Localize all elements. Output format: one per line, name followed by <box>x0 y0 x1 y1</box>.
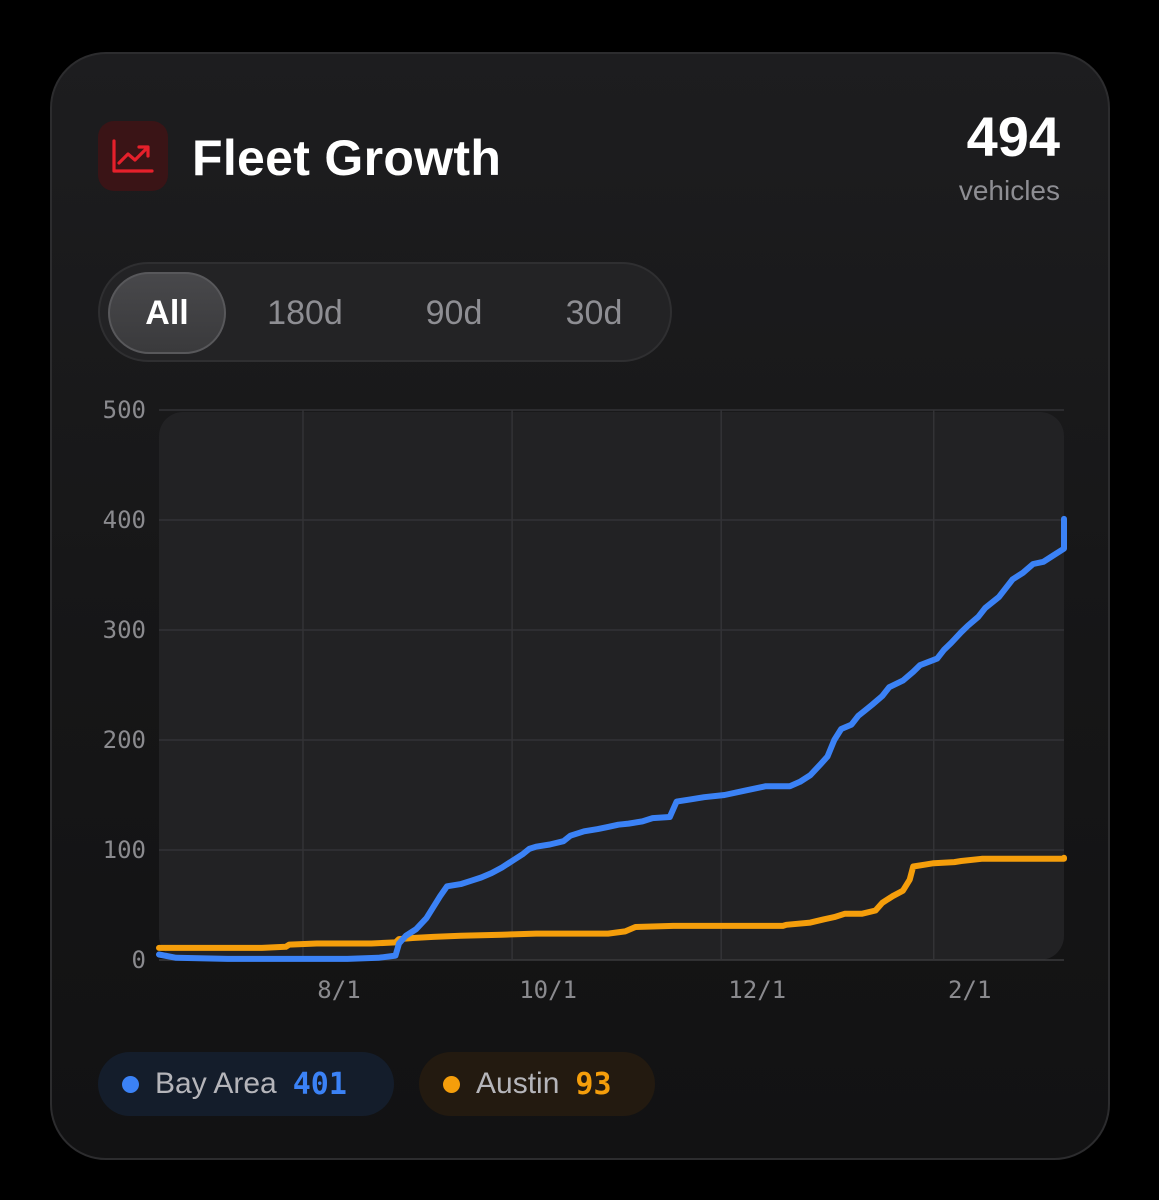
total-value: 494 <box>966 105 1060 168</box>
total-count: 494 vehicles <box>959 106 1060 208</box>
legend-austin-value: 93 <box>575 1066 612 1102</box>
legend-bay-area-value: 401 <box>292 1066 347 1102</box>
y-axis: 0 100 200 300 400 500 <box>103 396 146 974</box>
card-title: Fleet Growth <box>192 130 502 186</box>
series-lines <box>156 515 1067 962</box>
fleet-line-chart: 0 100 200 300 400 500 8/1 10/1 12/1 2/1 <box>103 396 1067 1004</box>
range-selector: All 180d 90d 30d <box>98 262 672 362</box>
y-tick-label: 400 <box>103 506 146 534</box>
range-tab-all[interactable]: All <box>108 272 226 354</box>
y-tick-label: 200 <box>103 726 146 754</box>
x-axis: 8/1 10/1 12/1 2/1 <box>317 976 991 1004</box>
y-tick-label: 100 <box>103 836 146 864</box>
legend-bay-area-name: Bay Area <box>155 1067 277 1100</box>
legend-bay-area[interactable]: Bay Area 401 <box>98 1052 394 1116</box>
y-tick-label: 300 <box>103 616 146 644</box>
x-tick-label: 12/1 <box>728 976 786 1004</box>
plot-area <box>159 412 1064 960</box>
legend-austin-name: Austin <box>476 1067 560 1100</box>
x-tick-label: 8/1 <box>317 976 360 1004</box>
y-tick-label: 0 <box>132 946 146 974</box>
y-tick-label: 500 <box>103 396 146 424</box>
chart-line-uptrend-glyph <box>112 139 154 173</box>
gridlines <box>159 409 1064 961</box>
x-tick-label: 10/1 <box>519 976 577 1004</box>
range-tab-90d[interactable]: 90d <box>425 293 483 332</box>
bay-area-dot-icon <box>122 1075 139 1093</box>
austin-dot-icon <box>443 1075 460 1093</box>
series-line-austin <box>156 854 1067 951</box>
fleet-growth-card: Fleet Growth 494 vehicles All 180d 90d 3… <box>50 52 1110 1160</box>
legend-austin[interactable]: Austin 93 <box>419 1052 655 1116</box>
chart-line-uptrend-icon <box>98 121 168 191</box>
total-unit: vehicles <box>958 175 1060 206</box>
range-tab-180d[interactable]: 180d <box>267 293 343 332</box>
series-line-bay-area <box>156 515 1067 962</box>
x-tick-label: 2/1 <box>948 976 991 1004</box>
range-tab-30d[interactable]: 30d <box>565 293 623 332</box>
